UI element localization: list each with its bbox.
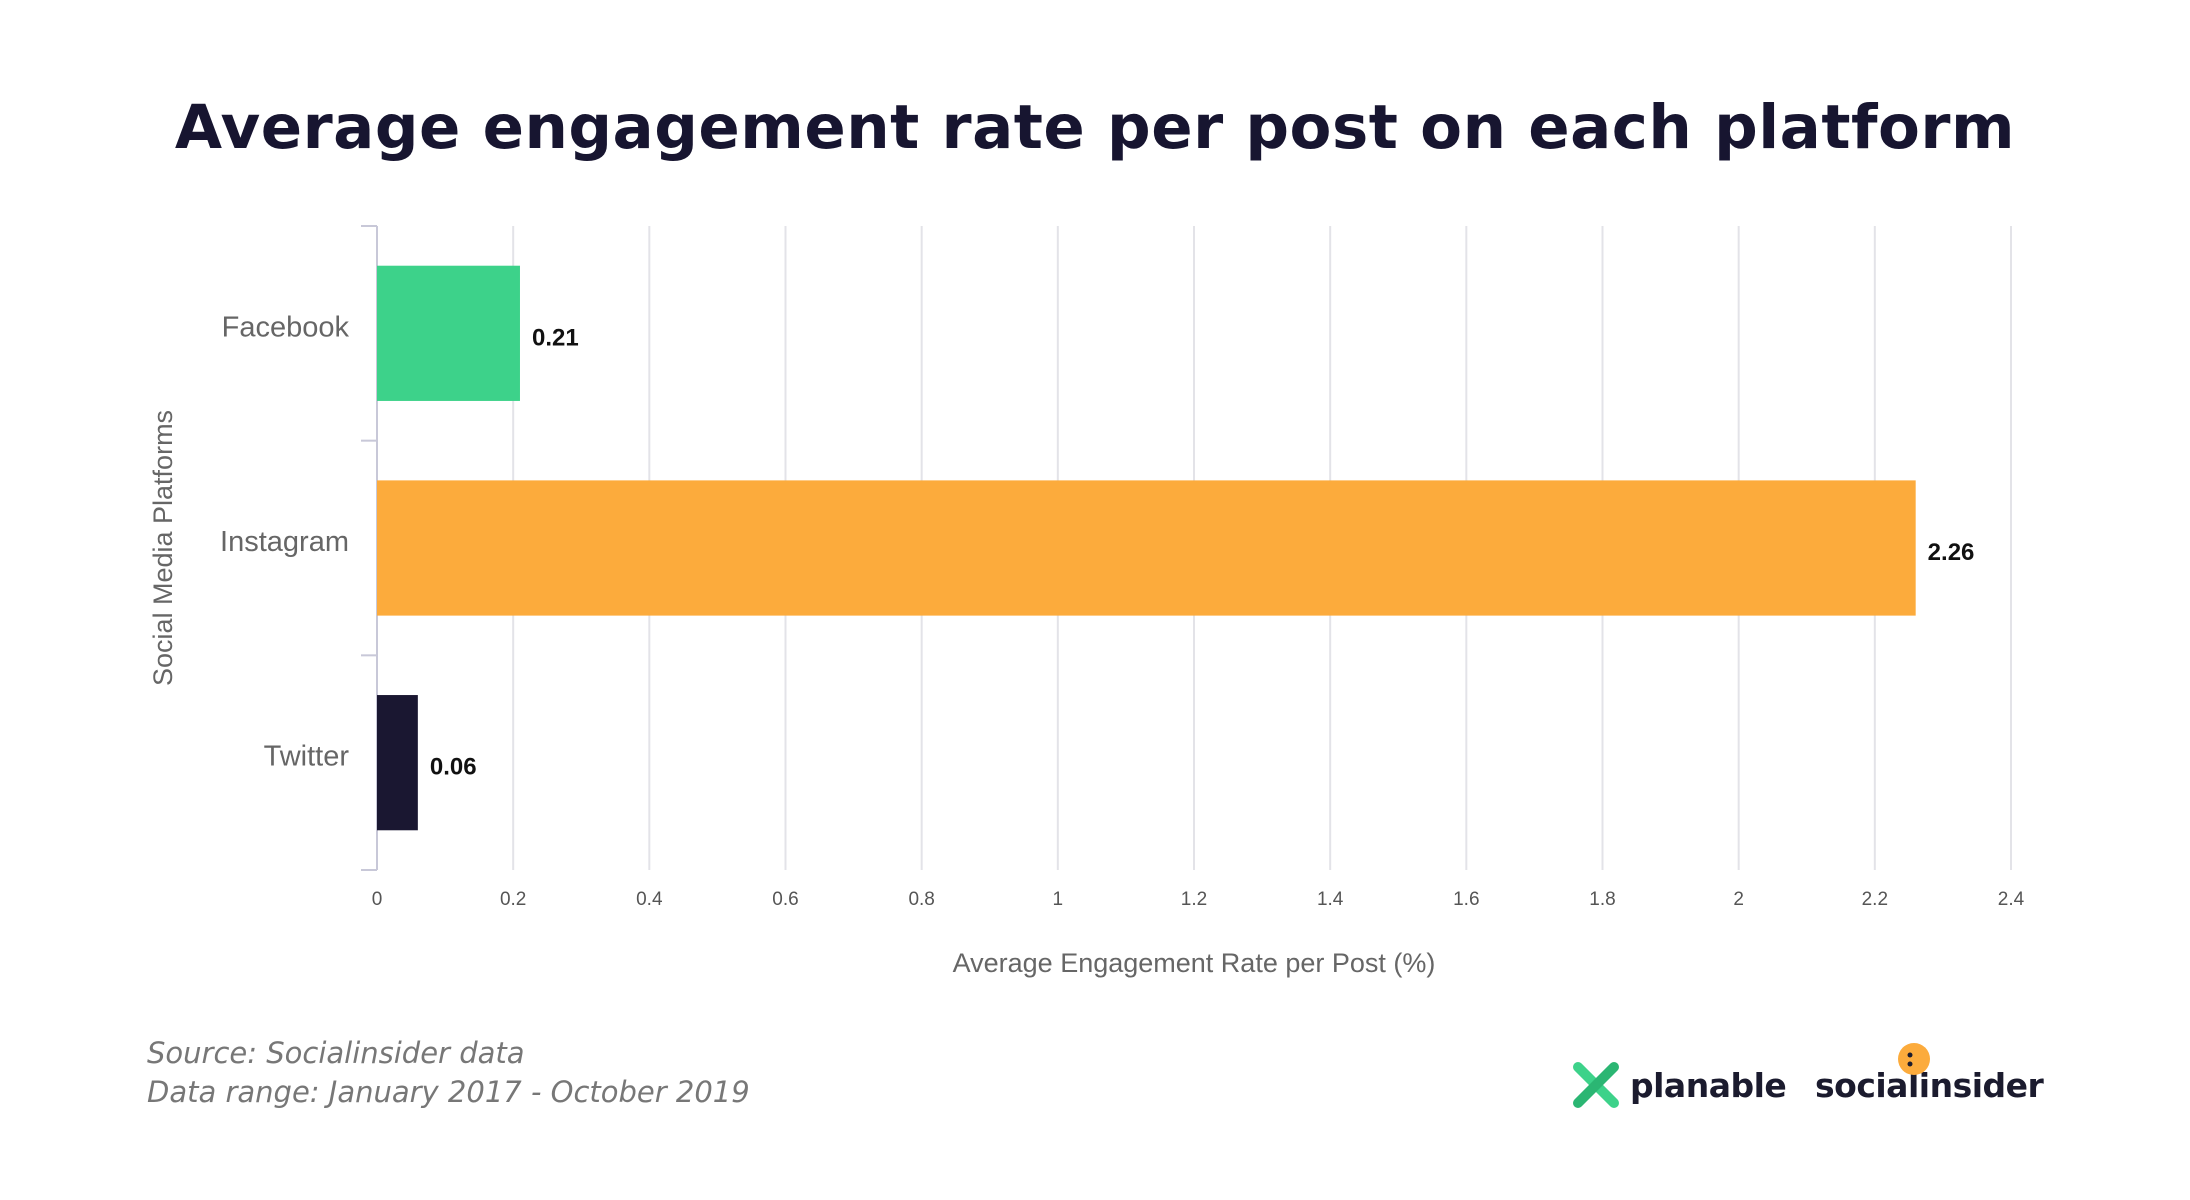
x-tick-label: 2 xyxy=(1733,889,1744,910)
x-axis-title: Average Engagement Rate per Post (%) xyxy=(953,948,1436,978)
x-tick-label: 0.4 xyxy=(636,889,663,910)
bar-instagram xyxy=(377,480,1916,616)
data-label: 0.21 xyxy=(532,324,579,351)
bar-facebook xyxy=(377,265,520,401)
x-tick-label: 1.4 xyxy=(1317,889,1344,910)
data-label: 0.06 xyxy=(430,754,477,781)
planable-logo: planable xyxy=(1568,1057,1787,1113)
x-tick-label: 0.6 xyxy=(772,889,798,910)
planable-x-icon xyxy=(1573,1062,1619,1108)
x-tick-label: 0 xyxy=(372,889,383,910)
y-tick-label: Twitter xyxy=(264,741,350,773)
x-tick-label: 1.6 xyxy=(1453,889,1479,910)
planable-wordmark: planable xyxy=(1630,1065,1787,1105)
x-tick-label: 1.8 xyxy=(1589,889,1615,910)
y-tick-label: Instagram xyxy=(220,526,349,558)
x-tick-label: 1.2 xyxy=(1181,889,1207,910)
x-tick-label: 1 xyxy=(1053,889,1064,910)
socialinsider-wordmark: socialinsider xyxy=(1815,1066,2044,1105)
y-axis-title: Social Media Platforms xyxy=(148,410,178,686)
socialinsider-logo: socialinsider xyxy=(1815,1043,2044,1105)
socialinsider-dot-icon xyxy=(1898,1043,1930,1075)
bar-twitter xyxy=(377,695,418,831)
source-note: Source: Socialinsider data xyxy=(147,1036,525,1070)
chart-title: Average engagement rate per post on each… xyxy=(174,92,2016,163)
date-range-note: Data range: January 2017 - October 2019 xyxy=(147,1075,750,1109)
x-tick-label: 0.2 xyxy=(500,889,526,910)
y-tick-label: Facebook xyxy=(222,311,350,343)
x-tick-label: 2.4 xyxy=(1998,889,2025,910)
x-tick-label: 0.8 xyxy=(908,889,934,910)
data-label: 2.26 xyxy=(1928,539,1975,566)
x-tick-label: 2.2 xyxy=(1862,889,1888,910)
